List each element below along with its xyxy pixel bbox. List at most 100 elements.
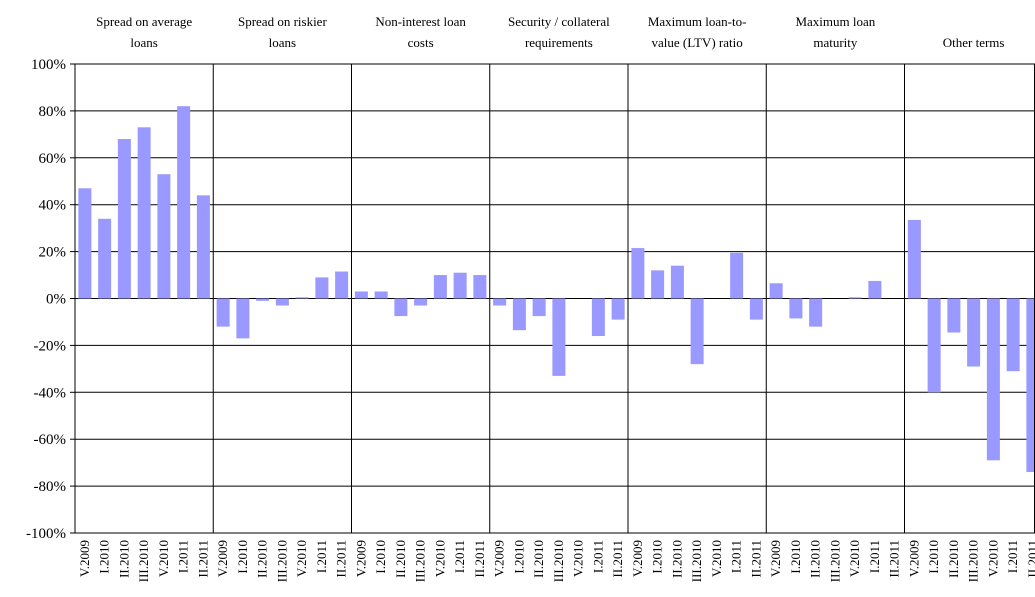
bar (117, 139, 131, 299)
y-tick-label: 80% (39, 104, 67, 120)
x-tick-label: V.2009 (630, 540, 645, 577)
x-tick-label: II.2011 (195, 540, 210, 577)
y-tick-label: 100% (31, 57, 66, 73)
x-tick-label: V.2010 (432, 540, 447, 577)
bar (157, 174, 171, 299)
bar (651, 270, 665, 299)
bar (256, 298, 270, 301)
bar (868, 280, 882, 299)
panel-title: maturity (813, 35, 858, 50)
bar (433, 275, 447, 299)
panel-title: Maximum loan (795, 14, 875, 29)
x-tick-label: I.2011 (314, 540, 329, 573)
panel-title: value (LTV) ratio (652, 35, 743, 50)
bar (769, 283, 783, 299)
bar (493, 298, 507, 306)
panel-titles: Spread on average loans Spread on riskier l… (96, 14, 1004, 50)
bar (631, 248, 645, 299)
y-tick-label: 20% (39, 245, 67, 261)
x-tick-label: II.2010 (116, 540, 131, 578)
x-tick-label: III.2010 (966, 540, 981, 582)
bar (1026, 298, 1035, 473)
x-tick-label: I.2011 (729, 540, 744, 573)
bar (512, 298, 526, 331)
x-tick-label: V.2009 (906, 540, 921, 577)
bar (414, 298, 428, 306)
bar (670, 265, 684, 299)
bar (236, 298, 250, 339)
x-tick-label: III.2010 (827, 540, 842, 582)
bar (275, 298, 289, 306)
bar (789, 298, 803, 319)
panel-title: Maximum loan-to- (648, 14, 747, 29)
bar (907, 219, 921, 299)
x-tick-label: III.2010 (136, 540, 151, 582)
x-tick-label: I.2011 (590, 540, 605, 573)
x-tick-label: I.2010 (235, 540, 250, 574)
x-tick-label: II.2011 (887, 540, 902, 577)
x-tick-label: V.2010 (571, 540, 586, 577)
x-tick-label: V.2009 (492, 540, 507, 577)
x-tick-label: II.2011 (334, 540, 349, 577)
x-tick-label: III.2010 (274, 540, 289, 582)
x-tick-label: V.2010 (847, 540, 862, 577)
y-tick-label: -60% (34, 432, 67, 448)
bar (137, 127, 151, 299)
panel-title: costs (408, 35, 434, 50)
x-tick-label: V.2009 (215, 540, 230, 577)
y-axis-tick-labels: 100% 80% 60% 40% 20% 0% -20% -40% -60% -80% -100% (26, 57, 66, 542)
bar (591, 298, 605, 337)
x-tick-label: II.2011 (610, 540, 625, 577)
x-tick-label: III.2010 (689, 540, 704, 582)
x-tick-label: V.2010 (985, 540, 1000, 577)
bar (354, 291, 368, 299)
x-tick-label: II.2010 (669, 540, 684, 578)
bar (947, 298, 961, 333)
bar (374, 291, 388, 299)
bar (98, 218, 112, 299)
bar (848, 297, 862, 299)
x-tick-label: II.2010 (946, 540, 961, 578)
panel-title: loans (269, 35, 296, 50)
panel-title: Spread on average (96, 14, 192, 29)
y-tick-label: 40% (39, 198, 67, 214)
x-tick-label: V.2010 (156, 540, 171, 577)
x-tick-label: V.2010 (709, 540, 724, 577)
x-tick-label: III.2010 (551, 540, 566, 582)
bar (1006, 298, 1020, 372)
bar (315, 277, 329, 299)
y-tick-label: 60% (39, 151, 67, 167)
x-tick-label: V.2009 (768, 540, 783, 577)
x-tick-label: II.2010 (255, 540, 270, 578)
bar (196, 195, 210, 299)
panel-title: loans (130, 35, 157, 50)
x-tick-label: I.2010 (511, 540, 526, 574)
x-tick-label: II.2011 (748, 540, 763, 577)
bar (690, 298, 704, 365)
x-tick-label: I.2011 (867, 540, 882, 573)
bar (611, 298, 625, 320)
bar (473, 275, 487, 299)
y-tick-label: -100% (26, 526, 66, 542)
bar (394, 298, 408, 317)
x-tick-label: II.2011 (1025, 540, 1035, 577)
x-tick-label: II.2011 (472, 540, 487, 577)
x-tick-label: I.2011 (1005, 540, 1020, 573)
y-tick-label: 0% (46, 292, 66, 308)
x-tick-label: I.2011 (176, 540, 191, 573)
bars (78, 106, 1035, 473)
x-tick-label: I.2010 (97, 540, 112, 574)
bar (552, 298, 566, 376)
panel-title: Spread on riskier (238, 14, 327, 29)
bar (532, 298, 546, 317)
bar (295, 297, 309, 299)
panel-title: Security / collateral (508, 14, 610, 29)
bar (216, 298, 230, 327)
x-tick-label: I.2010 (788, 540, 803, 574)
x-tick-label: I.2010 (650, 540, 665, 574)
x-tick-label: I.2011 (452, 540, 467, 573)
y-tick-label: -40% (34, 385, 67, 401)
x-tick-label: III.2010 (413, 540, 428, 582)
